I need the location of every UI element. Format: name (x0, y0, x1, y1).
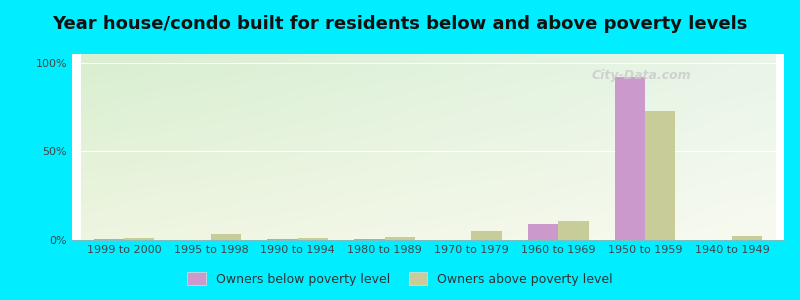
Bar (471, 231, 502, 240)
Bar (614, 77, 645, 240)
Bar (385, 237, 415, 240)
Bar (528, 224, 558, 240)
Bar (211, 234, 242, 240)
Bar (354, 239, 385, 240)
Bar (94, 239, 124, 240)
Bar (645, 111, 675, 240)
Bar (267, 239, 298, 240)
Bar (298, 238, 328, 240)
Legend: Owners below poverty level, Owners above poverty level: Owners below poverty level, Owners above… (182, 267, 618, 291)
Text: City-Data.com: City-Data.com (592, 69, 691, 82)
Bar (732, 236, 762, 240)
Text: Year house/condo built for residents below and above poverty levels: Year house/condo built for residents bel… (52, 15, 748, 33)
Bar (558, 220, 589, 240)
Bar (124, 238, 154, 240)
